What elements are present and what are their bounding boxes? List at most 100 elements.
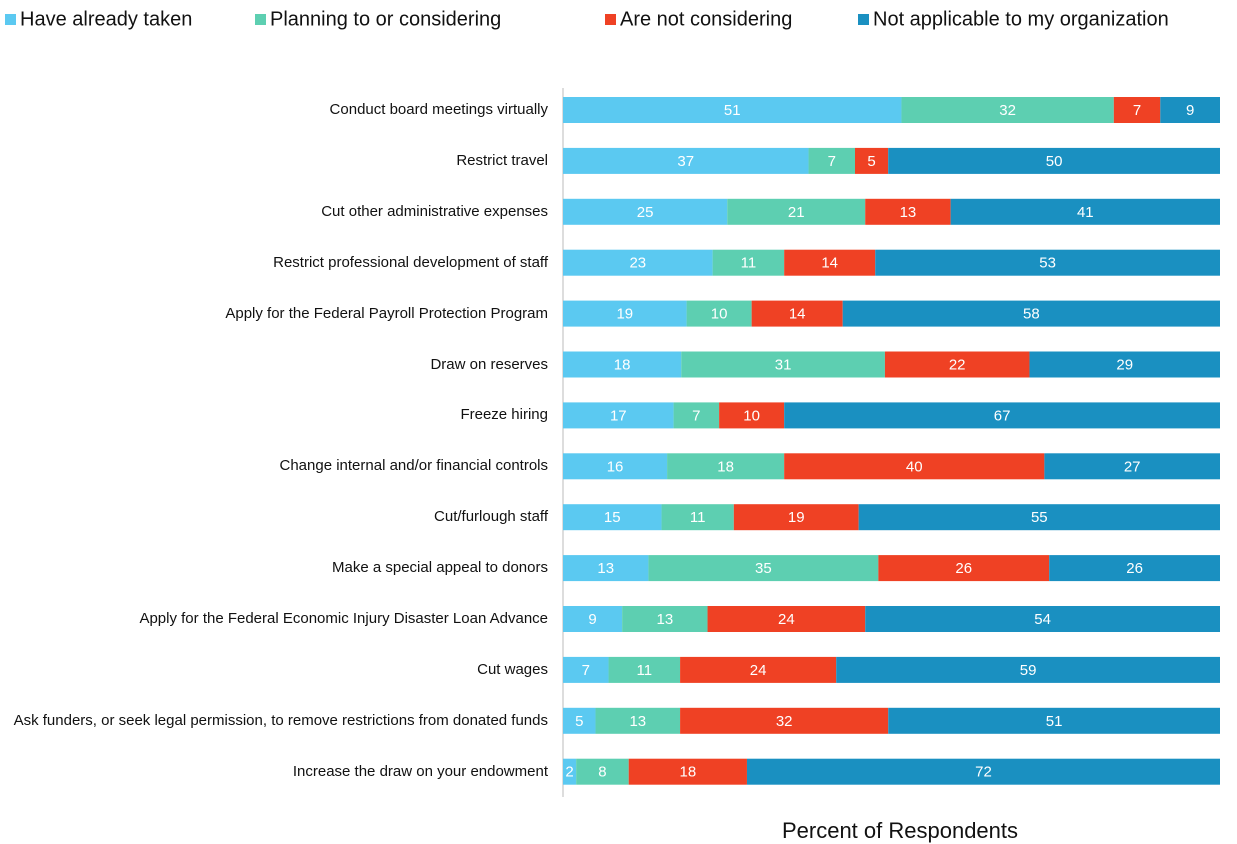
category-label: Draw on reserves (430, 355, 548, 373)
bar-segment (686, 300, 752, 327)
value-label: 40 (906, 458, 923, 475)
bar-segment (1113, 97, 1161, 123)
category-label: Cut/furlough staff (434, 508, 548, 526)
value-label: 24 (778, 611, 795, 628)
x-axis-label: Percent of Respondents (782, 818, 1018, 843)
value-label: 53 (1039, 255, 1056, 272)
bar-segment (667, 453, 785, 480)
value-label: 13 (656, 611, 673, 628)
value-label: 7 (582, 662, 590, 679)
bar-segment (680, 656, 837, 683)
value-label: 29 (1116, 356, 1133, 373)
value-label: 19 (788, 509, 805, 526)
bar-segment (950, 198, 1220, 225)
value-label: 18 (679, 764, 696, 781)
category-label: Cut wages (477, 660, 548, 678)
value-label: 54 (1034, 611, 1051, 628)
value-label: 11 (637, 662, 653, 679)
value-label: 55 (1031, 509, 1048, 526)
bar-segment (836, 656, 1220, 683)
category-label: Increase the draw on your endowment (292, 762, 548, 780)
bar-segment (681, 351, 885, 378)
bar-segment (808, 147, 855, 174)
value-label: 31 (775, 356, 792, 373)
bar-segment (888, 147, 1220, 174)
bar-segment (855, 147, 889, 174)
value-label: 72 (975, 764, 992, 781)
bar-segment (595, 707, 681, 734)
value-label: 23 (629, 255, 646, 272)
value-label: 50 (1046, 153, 1063, 170)
bar-segment (563, 300, 687, 327)
bar-segment (1049, 555, 1220, 582)
value-label: 5 (867, 153, 875, 170)
value-label: 14 (789, 306, 806, 323)
category-label: Ask funders, or seek legal permission, t… (13, 711, 548, 729)
bar-segment (901, 97, 1114, 123)
value-label: 41 (1077, 204, 1094, 221)
bar-segment (563, 97, 902, 123)
bar-segment (784, 249, 876, 276)
bar-segment (673, 402, 720, 429)
legend-swatch (255, 14, 266, 25)
value-label: 18 (717, 458, 734, 475)
bar-segment (858, 504, 1220, 531)
value-label: 7 (1133, 102, 1141, 119)
bar-segment (563, 504, 662, 531)
bar-segment (1160, 97, 1220, 123)
bar-segment (628, 758, 747, 785)
value-label: 14 (821, 255, 838, 272)
bar-segment (563, 656, 609, 683)
value-label: 21 (788, 204, 805, 221)
category-label: Restrict travel (456, 151, 548, 169)
value-label: 2 (565, 764, 573, 781)
bar-segment (1044, 453, 1220, 480)
value-label: 9 (1186, 102, 1194, 119)
value-label: 51 (724, 102, 741, 119)
value-label: 25 (637, 204, 654, 221)
value-label: 11 (741, 255, 757, 272)
legend-swatch (5, 14, 16, 25)
value-label: 5 (575, 713, 583, 730)
bar-segment (712, 249, 785, 276)
bar-segment (680, 707, 889, 734)
value-label: 13 (597, 560, 614, 577)
value-label: 8 (598, 764, 606, 781)
value-label: 13 (629, 713, 646, 730)
value-label: 10 (711, 306, 728, 323)
value-label: 18 (614, 356, 631, 373)
value-label: 32 (776, 713, 793, 730)
bar-segment (865, 606, 1220, 632)
category-label: Make a special appeal to donors (332, 559, 548, 577)
bar-segment (563, 249, 713, 276)
category-label: Cut other administrative expenses (321, 202, 548, 220)
value-label: 7 (828, 153, 836, 170)
category-label: Change internal and/or financial control… (279, 457, 549, 475)
legend-label: Are not considering (620, 8, 792, 30)
bar-segment (661, 504, 734, 531)
bar-segment (784, 402, 1220, 429)
value-label: 24 (750, 662, 767, 679)
bar-segment (746, 758, 1220, 785)
value-label: 17 (610, 407, 627, 424)
value-label: 67 (994, 407, 1011, 424)
value-label: 15 (604, 509, 621, 526)
bar-segment (878, 555, 1050, 582)
bar-segment (622, 606, 708, 632)
legend-swatch (858, 14, 869, 25)
value-label: 11 (690, 509, 706, 526)
category-label: Freeze hiring (460, 406, 548, 424)
bar-segment (888, 707, 1220, 734)
value-label: 7 (692, 407, 700, 424)
bar-segment (563, 758, 577, 785)
bar-segment (884, 351, 1030, 378)
category-label: Conduct board meetings virtually (329, 101, 548, 118)
bar-segment (842, 300, 1220, 327)
bar-segment (563, 198, 728, 225)
value-label: 26 (1126, 560, 1143, 577)
value-label: 19 (616, 306, 633, 323)
value-label: 32 (999, 102, 1016, 119)
category-label: Apply for the Federal Payroll Protection… (225, 304, 548, 322)
category-label: Restrict professional development of sta… (273, 253, 548, 271)
